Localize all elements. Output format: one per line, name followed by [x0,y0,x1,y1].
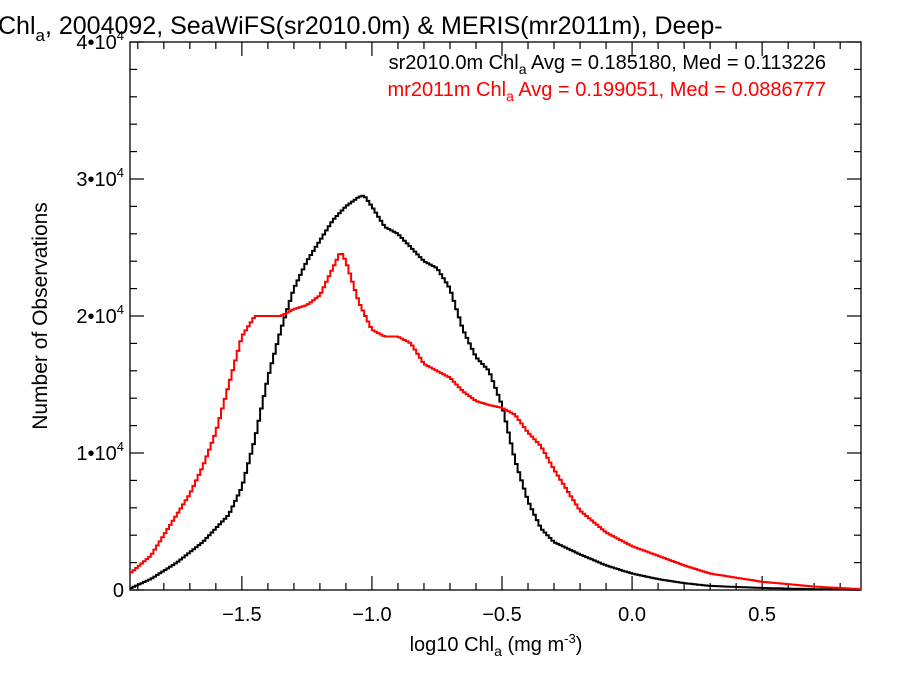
x-tick-label: 0.5 [748,604,776,626]
x-tick-labels: −1.5 −1.0 −0.5 0.0 0.5 [222,604,776,626]
y-tick-label: 0 [113,580,124,602]
y-tick-label: 2•104 [76,302,124,328]
y-tick-label: 3•104 [76,165,124,191]
y-tick-label: 4•104 [76,28,124,54]
series-line-2 [130,253,861,591]
x-tick-label: −1.5 [222,604,261,626]
axis-ticks [130,41,861,591]
y-axis-label: Number of Observations [29,202,52,430]
x-tick-label: 0.0 [618,604,646,626]
y-tick-label: 1•104 [76,439,124,465]
plot-frame [129,41,862,591]
legend: sr2010.0m Chla Avg = 0.185180, Med = 0.1… [388,52,826,104]
x-tick-label: −0.5 [482,604,521,626]
series-lines [130,194,861,591]
x-tick-label: −1.0 [352,604,391,626]
x-axis-label: log10 Chla (mg m-3) [410,631,583,659]
series-line-1 [130,194,861,591]
y-tick-labels: 0 1•104 2•104 3•104 4•104 [76,28,124,602]
legend-entry-series-2: mr2011m Chla Avg = 0.199051, Med = 0.088… [388,79,826,104]
legend-entry-series-1: sr2010.0m Chla Avg = 0.185180, Med = 0.1… [389,52,826,77]
chart-title: Chla, 2004092, SeaWiFS(sr2010.0m) & MERI… [0,12,723,45]
